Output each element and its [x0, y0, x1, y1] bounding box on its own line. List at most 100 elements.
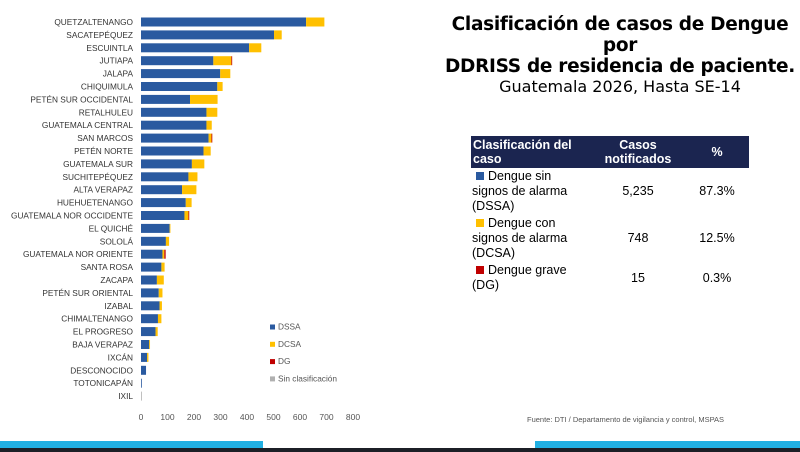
bar-dcsa	[220, 69, 231, 79]
bar-dssa	[141, 352, 148, 362]
chart-title: Clasificación de casos de Dengue por DDR…	[440, 14, 800, 97]
category-label: PETÉN NORTE	[74, 146, 133, 156]
bar-dssa	[141, 378, 142, 388]
bar-dcsa	[188, 172, 198, 182]
category-label: RETALHULEU	[79, 107, 133, 117]
category-label: SANTA ROSA	[81, 262, 134, 272]
legend-swatch	[270, 341, 275, 347]
category-label: DESCONOCIDO	[70, 365, 133, 375]
bar-dcsa	[182, 185, 197, 195]
category-label: ZACAPA	[100, 275, 133, 285]
x-tick-label: 400	[240, 412, 254, 422]
title-line-1: Clasificación de casos de Dengue por	[451, 14, 789, 56]
dssa-swatch	[476, 172, 484, 180]
bar-dssa	[141, 365, 147, 375]
category-label: SAN MARCOS	[77, 133, 133, 143]
bar-dssa	[141, 69, 221, 79]
legend-label: DSSA	[278, 322, 301, 332]
legend-label: DG	[278, 356, 290, 366]
x-tick-label: 700	[319, 412, 333, 422]
bar-dssa	[141, 275, 157, 285]
bar-dcsa	[203, 146, 211, 156]
bar-dcsa	[206, 107, 218, 117]
header-cases: Casos notificados	[591, 136, 685, 168]
table-row: Dengue con signos de alarma (DCSA) 748 1…	[471, 215, 749, 262]
bar-dcsa	[185, 198, 192, 208]
x-tick-label: 0	[139, 412, 144, 422]
bar-dcsa	[249, 43, 262, 53]
category-label: BAJA VERAPAZ	[72, 340, 133, 350]
bar-dssa	[141, 172, 189, 182]
header-pct: %	[685, 136, 749, 168]
row-label: Dengue grave (DG)	[472, 263, 567, 292]
category-label: SACATEPÉQUEZ	[66, 30, 133, 40]
category-label: IZABAL	[104, 301, 133, 311]
category-label: SUCHITEPÉQUEZ	[62, 172, 133, 182]
bar-dcsa	[169, 223, 171, 233]
bar-dssa	[141, 340, 150, 349]
legend-swatch	[270, 359, 275, 365]
bar-dssa	[141, 82, 218, 91]
table-row: Dengue grave (DG) 15 0.3%	[471, 262, 749, 294]
bar-dg	[188, 211, 190, 220]
bar-dssa	[141, 236, 166, 246]
category-label: JUTIAPA	[100, 56, 134, 66]
bar-dcsa	[191, 159, 205, 169]
legend-swatch	[270, 324, 275, 330]
bar-dg	[211, 133, 213, 143]
summary-table: Clasificación del caso Casos notificados…	[471, 136, 749, 294]
bar-dcsa	[213, 56, 232, 66]
category-label: GUATEMALA SUR	[63, 159, 133, 169]
bar-dssa	[141, 288, 159, 298]
legend-label: Sin clasificación	[278, 373, 337, 383]
bar-dssa	[141, 133, 209, 143]
bar-dssa	[141, 56, 214, 66]
category-label: SOLOLÁ	[100, 236, 134, 246]
bar-dcsa	[217, 82, 223, 91]
bar-dcsa	[208, 133, 212, 143]
bar-dcsa	[149, 340, 151, 349]
dg-swatch	[476, 266, 484, 274]
x-tick-label: 300	[213, 412, 227, 422]
bar-dssa	[141, 120, 207, 130]
header-classification: Clasificación del caso	[471, 136, 591, 168]
bar-dg	[231, 56, 233, 66]
category-label: JALAPA	[103, 69, 134, 79]
bar-dcsa	[159, 301, 162, 311]
bar-dssa	[141, 198, 186, 208]
row-label: Dengue sin signos de alarma (DSSA)	[472, 169, 568, 213]
category-label: QUETZALTENANGO	[54, 17, 133, 27]
category-label: ESCUINTLA	[86, 43, 133, 53]
row-cases: 748	[627, 231, 649, 245]
x-tick-label: 500	[266, 412, 280, 422]
bar-dcsa	[155, 327, 158, 337]
category-label: CHIMALTENANGO	[61, 314, 133, 324]
footer-strip	[0, 448, 800, 452]
x-tick-label: 100	[160, 412, 174, 422]
category-label: CHIQUIMULA	[81, 82, 134, 92]
dcsa-swatch	[476, 219, 484, 227]
bar-dg	[164, 249, 166, 259]
bar-dssa	[141, 107, 207, 117]
bar-dcsa	[158, 288, 163, 298]
category-label: HUEHUETENANGO	[57, 198, 134, 208]
bar-sin-clasificación	[141, 391, 142, 401]
bar-dssa	[141, 159, 192, 169]
bar-dssa	[141, 262, 162, 272]
bar-dssa	[141, 30, 275, 40]
source-note: Fuente: DTI / Departamento de vigilancia…	[527, 415, 725, 424]
bar-dcsa	[162, 249, 165, 259]
bar-dcsa	[156, 275, 164, 285]
x-tick-label: 600	[293, 412, 307, 422]
bar-dcsa	[274, 30, 282, 40]
bar-dcsa	[157, 314, 162, 324]
category-label: ALTA VERAPAZ	[74, 185, 133, 195]
subtitle: Guatemala 2026, Hasta SE-14	[499, 77, 741, 96]
bar-dssa	[141, 17, 307, 27]
row-cases: 5,235	[622, 184, 654, 198]
category-label: EL QUICHÉ	[89, 223, 134, 233]
bar-dcsa	[147, 352, 149, 362]
bar-dssa	[141, 301, 160, 311]
footer-bar-left	[0, 441, 263, 449]
bar-dssa	[141, 223, 170, 233]
